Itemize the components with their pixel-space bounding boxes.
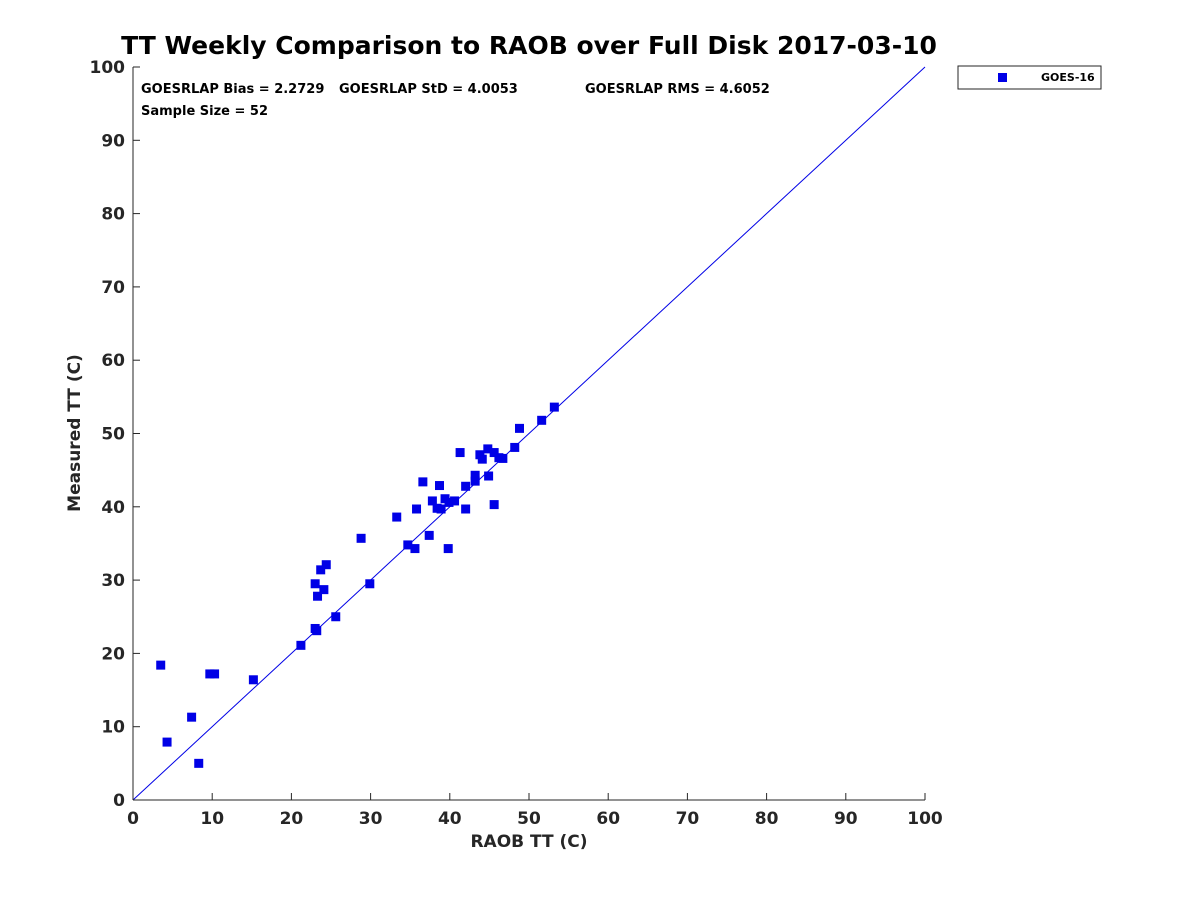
data-point: [210, 669, 220, 679]
legend-entry-goes16: GOES-16: [1041, 71, 1095, 84]
data-point: [365, 579, 375, 589]
data-point: [489, 500, 499, 510]
data-point: [412, 504, 422, 514]
x-tick-label: 80: [755, 809, 779, 829]
sample-size-stat: Sample Size = 52: [141, 104, 268, 119]
data-point: [194, 758, 204, 768]
data-point: [514, 423, 524, 433]
data-point: [331, 612, 341, 622]
y-tick-label: 60: [101, 351, 125, 371]
x-tick-label: 10: [200, 809, 224, 829]
data-point: [403, 540, 413, 550]
data-point: [313, 591, 323, 601]
data-point: [205, 669, 215, 679]
data-point: [316, 565, 326, 575]
y-tick-label: 40: [101, 498, 125, 518]
data-point: [461, 481, 471, 491]
y-tick-label: 80: [101, 205, 125, 225]
legend: GOES-16: [957, 65, 1102, 90]
x-axis-label: RAOB TT (C): [470, 832, 587, 852]
data-point: [510, 442, 520, 452]
data-point: [444, 497, 454, 507]
x-tick-label: 0: [127, 809, 139, 829]
x-tick-label: 70: [676, 809, 700, 829]
data-point: [310, 579, 320, 589]
y-tick-label: 10: [101, 718, 125, 738]
data-point: [319, 585, 329, 595]
y-tick-label: 30: [101, 571, 125, 591]
data-point: [424, 530, 434, 540]
chart-title: TT Weekly Comparison to RAOB over Full D…: [121, 31, 937, 60]
data-point: [436, 504, 446, 514]
x-tick-label: 50: [517, 809, 541, 829]
data-point: [187, 712, 197, 722]
x-tick-label: 30: [359, 809, 383, 829]
data-point: [321, 560, 331, 570]
data-point: [248, 675, 258, 685]
data-point: [483, 444, 493, 454]
x-tick-label: 20: [280, 809, 304, 829]
data-point: [296, 640, 306, 650]
data-point: [156, 660, 166, 670]
x-tick-label: 100: [907, 809, 943, 829]
data-point: [418, 477, 428, 487]
data-point: [470, 470, 480, 480]
data-point: [312, 626, 322, 636]
y-tick-label: 70: [101, 278, 125, 298]
y-tick-label: 90: [101, 131, 125, 151]
data-point: [392, 512, 402, 522]
data-point: [498, 453, 508, 463]
legend-box: [957, 65, 1102, 90]
rms-stat: GOESRLAP RMS = 4.6052: [585, 82, 770, 97]
std-stat: GOESRLAP StD = 4.0053: [339, 82, 518, 97]
y-axis-label: Measured TT (C): [65, 354, 85, 512]
data-point: [410, 544, 420, 554]
data-point: [455, 448, 465, 458]
data-point: [427, 496, 437, 506]
data-point: [450, 496, 460, 506]
y-tick-label: 100: [90, 58, 126, 78]
data-point: [549, 402, 559, 412]
data-point: [461, 504, 471, 514]
y-tick-label: 0: [113, 791, 125, 811]
data-point: [489, 448, 499, 458]
y-tick-label: 50: [101, 425, 125, 445]
data-point: [537, 415, 547, 425]
bias-stat: GOESRLAP Bias = 2.2729: [141, 82, 324, 97]
data-point: [477, 454, 487, 464]
data-point: [356, 533, 366, 543]
data-point: [162, 737, 172, 747]
x-tick-label: 40: [438, 809, 462, 829]
data-point: [435, 481, 445, 491]
reference-line: [132, 66, 926, 801]
data-point: [443, 544, 453, 554]
legend-marker: [998, 73, 1007, 82]
x-tick-label: 90: [834, 809, 858, 829]
data-point: [470, 476, 480, 486]
y-tick-label: 20: [101, 644, 125, 664]
x-tick-label: 60: [596, 809, 620, 829]
data-point: [484, 471, 494, 481]
